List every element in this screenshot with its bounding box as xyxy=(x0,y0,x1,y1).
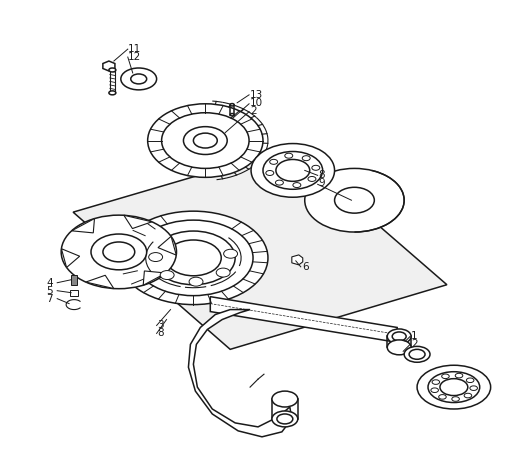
Ellipse shape xyxy=(251,143,334,197)
Ellipse shape xyxy=(431,388,439,392)
Polygon shape xyxy=(71,275,77,285)
Text: 6: 6 xyxy=(302,262,308,272)
Ellipse shape xyxy=(334,187,374,213)
Ellipse shape xyxy=(272,411,298,427)
Ellipse shape xyxy=(285,153,293,158)
Ellipse shape xyxy=(131,74,147,84)
Ellipse shape xyxy=(230,104,234,106)
Ellipse shape xyxy=(293,182,301,188)
Text: 11: 11 xyxy=(128,44,141,54)
Ellipse shape xyxy=(266,171,274,175)
Ellipse shape xyxy=(109,91,116,95)
Ellipse shape xyxy=(224,249,238,258)
Ellipse shape xyxy=(119,211,268,304)
Ellipse shape xyxy=(455,373,463,378)
Text: 13: 13 xyxy=(250,90,263,100)
Ellipse shape xyxy=(166,240,221,276)
Polygon shape xyxy=(124,215,152,228)
Polygon shape xyxy=(189,310,292,437)
Text: 8: 8 xyxy=(319,171,325,180)
Text: 3: 3 xyxy=(158,321,164,331)
Ellipse shape xyxy=(392,332,406,341)
Ellipse shape xyxy=(103,242,135,262)
Text: 9: 9 xyxy=(319,178,325,188)
Text: 2: 2 xyxy=(250,106,257,116)
Text: 5: 5 xyxy=(46,285,53,295)
Polygon shape xyxy=(70,290,78,295)
Ellipse shape xyxy=(189,277,203,286)
Ellipse shape xyxy=(417,365,491,409)
Polygon shape xyxy=(158,237,176,255)
Ellipse shape xyxy=(277,414,293,424)
Ellipse shape xyxy=(91,234,147,270)
Ellipse shape xyxy=(272,391,298,407)
Ellipse shape xyxy=(442,374,449,379)
Ellipse shape xyxy=(193,133,217,148)
Ellipse shape xyxy=(428,372,480,402)
Ellipse shape xyxy=(162,113,249,169)
Ellipse shape xyxy=(134,220,253,295)
Ellipse shape xyxy=(160,271,174,279)
Text: 7: 7 xyxy=(46,294,53,304)
Ellipse shape xyxy=(183,127,227,154)
Text: 12: 12 xyxy=(128,52,141,62)
Ellipse shape xyxy=(152,231,235,285)
Ellipse shape xyxy=(109,68,116,72)
Ellipse shape xyxy=(216,268,230,277)
Ellipse shape xyxy=(276,160,309,181)
Polygon shape xyxy=(73,149,447,349)
Ellipse shape xyxy=(230,114,234,116)
Ellipse shape xyxy=(409,349,425,359)
Ellipse shape xyxy=(148,253,163,262)
Polygon shape xyxy=(210,297,397,342)
Ellipse shape xyxy=(308,177,316,181)
Polygon shape xyxy=(103,61,115,71)
Ellipse shape xyxy=(432,380,440,384)
Ellipse shape xyxy=(387,329,411,344)
Ellipse shape xyxy=(270,159,278,164)
Ellipse shape xyxy=(439,395,446,399)
Ellipse shape xyxy=(470,386,477,390)
Ellipse shape xyxy=(121,68,157,90)
Text: 2: 2 xyxy=(411,339,418,350)
Ellipse shape xyxy=(263,152,322,189)
Ellipse shape xyxy=(312,165,320,171)
Ellipse shape xyxy=(452,397,460,401)
Ellipse shape xyxy=(464,393,472,398)
Polygon shape xyxy=(143,271,166,285)
Text: 8: 8 xyxy=(158,328,164,338)
Text: 1: 1 xyxy=(411,332,418,342)
Text: 4: 4 xyxy=(46,278,53,288)
Polygon shape xyxy=(71,218,94,233)
Polygon shape xyxy=(86,276,114,288)
Ellipse shape xyxy=(276,180,283,185)
Text: 10: 10 xyxy=(250,98,263,108)
Ellipse shape xyxy=(305,169,404,232)
Ellipse shape xyxy=(440,379,468,396)
Ellipse shape xyxy=(466,378,474,382)
Ellipse shape xyxy=(404,346,430,362)
Polygon shape xyxy=(61,249,80,267)
Ellipse shape xyxy=(61,215,177,289)
Ellipse shape xyxy=(387,340,411,355)
Polygon shape xyxy=(292,255,303,265)
Ellipse shape xyxy=(302,156,310,161)
Ellipse shape xyxy=(147,104,263,177)
